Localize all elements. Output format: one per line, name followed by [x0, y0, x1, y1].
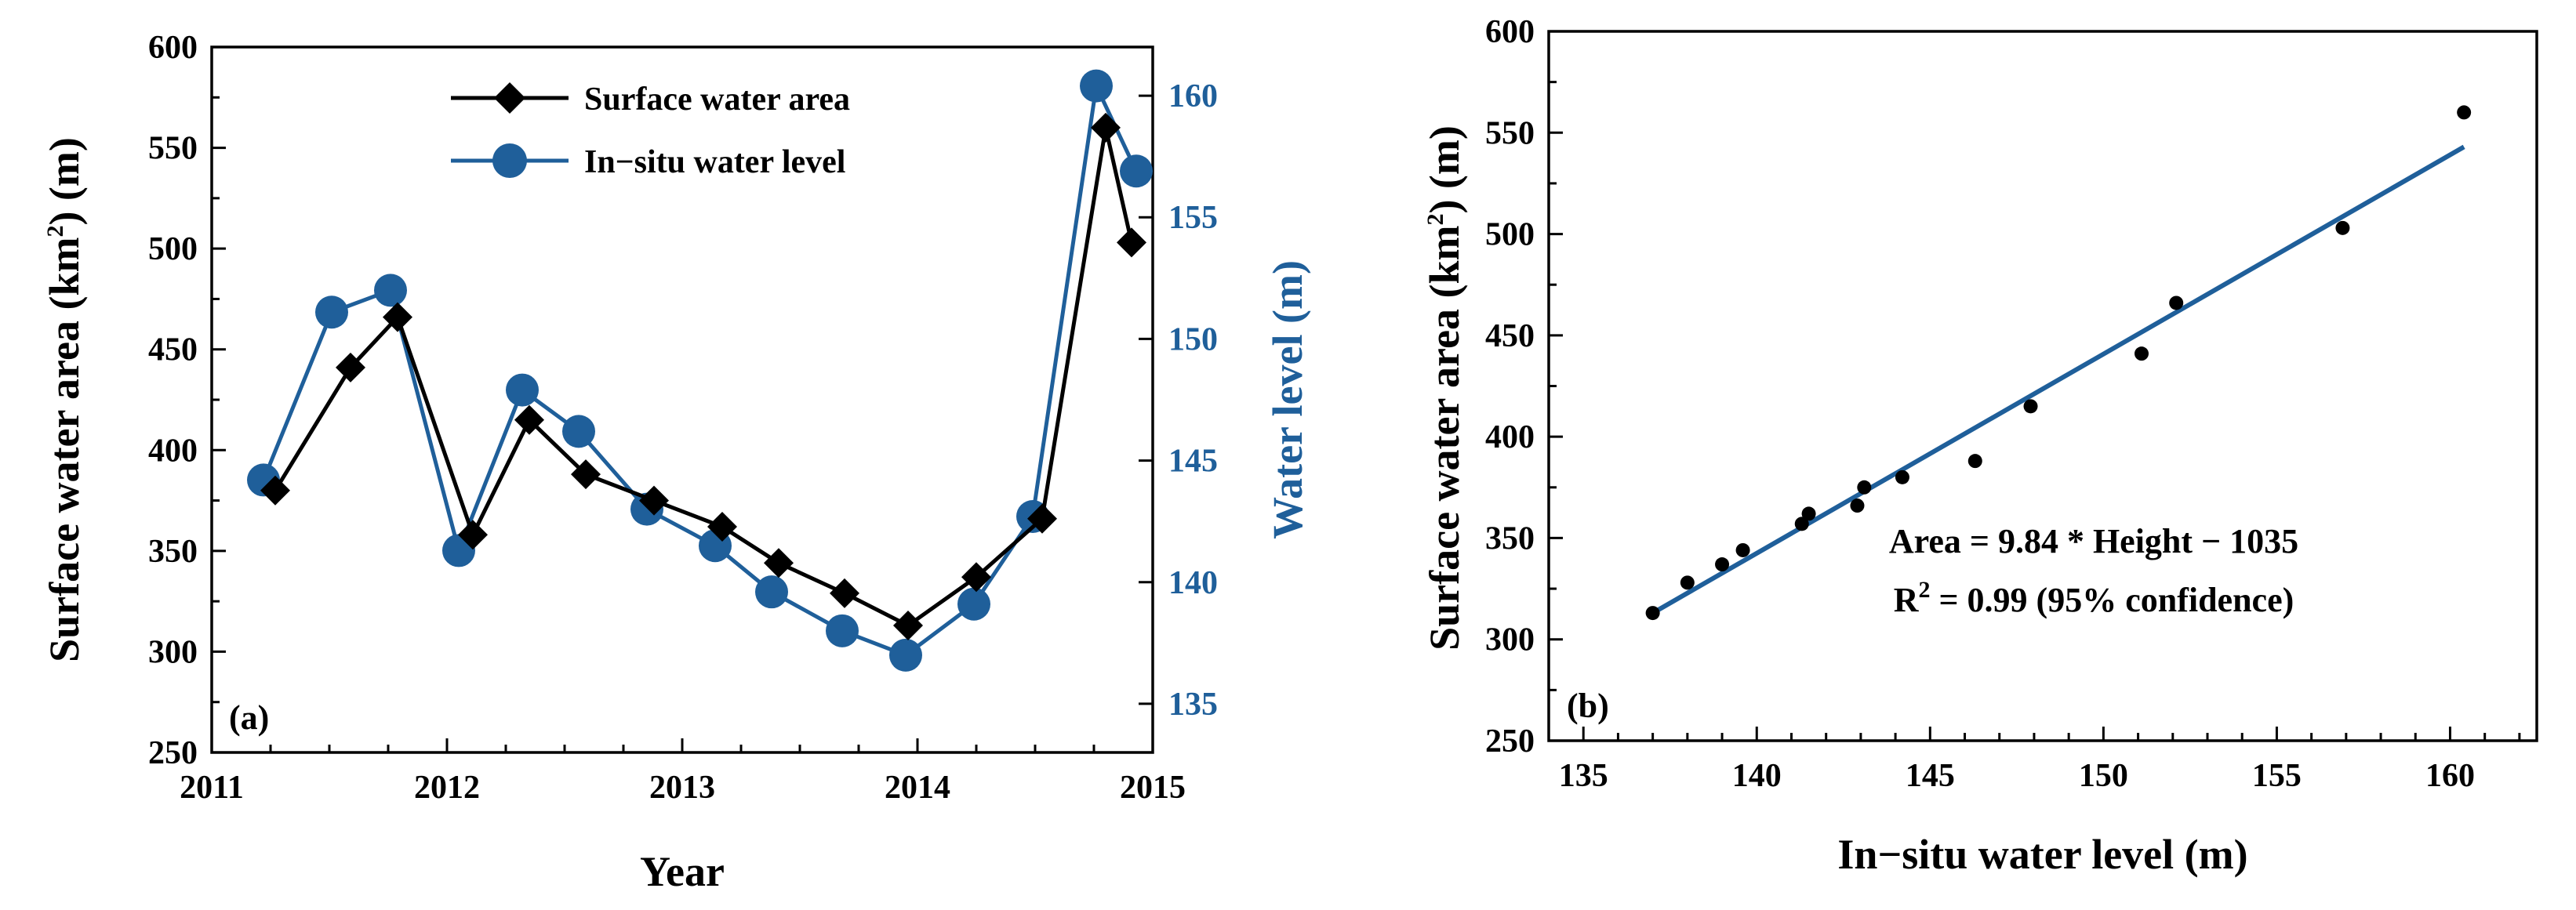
x-tick-label: 155	[2252, 758, 2302, 794]
y-tick-label: 400	[1485, 419, 1535, 455]
water-level-point	[506, 373, 539, 407]
surface-area-point	[893, 611, 923, 640]
water-level-point	[315, 295, 348, 329]
panel-b-points	[1645, 105, 2472, 621]
surface-area-point	[260, 475, 290, 506]
legend-marker-circle	[492, 143, 527, 178]
y-tick-label: 450	[1485, 318, 1535, 354]
panel-a-left-y-ticks: 250 300 350 400 450 500 550 600	[148, 30, 226, 771]
surface-area-point	[383, 302, 412, 332]
legend-label-in-situ-water-level: In−situ water level	[584, 144, 845, 180]
water-level-point	[889, 638, 922, 672]
panel-b-r-squared: R2 = 0.99 (95% confidence)	[1894, 577, 2294, 619]
scatter-point	[2135, 346, 2149, 361]
right-y-tick-label: 145	[1168, 444, 1218, 480]
panel-a-series	[247, 69, 1153, 672]
scatter-point	[1857, 480, 1872, 495]
x-tick-label: 2012	[414, 770, 480, 806]
x-tick-label: 145	[1906, 758, 1955, 794]
panel-a: 2011 2012 2013 2014 2015 250 300 350 400 450 500 5…	[41, 30, 1311, 895]
y-tick-label: 250	[1485, 723, 1535, 760]
water-level-point	[1120, 154, 1153, 188]
x-tick-label: 150	[2079, 758, 2128, 794]
panel-b: 135 140 145 150 155 160 250 300 350 400 450 500 550…	[1421, 14, 2538, 878]
right-y-tick-label: 140	[1168, 565, 1218, 601]
surface-area-point	[1117, 227, 1146, 258]
panel-b-y-ticks: 250 300 350 400 450 500 550 600	[1485, 14, 1563, 760]
x-tick-label: 2011	[180, 770, 244, 806]
y-tick-label: 300	[1485, 622, 1535, 658]
panel-b-label: (b)	[1567, 687, 1609, 725]
x-tick-label: 2014	[885, 770, 950, 806]
scatter-point	[1645, 606, 1660, 621]
panel-b-regression-line	[1651, 144, 2465, 615]
surface-area-point	[1091, 112, 1121, 143]
y-tick-label: 350	[1485, 520, 1535, 557]
surface-area-point	[571, 459, 601, 490]
surface-area-point	[514, 404, 544, 435]
scatter-point	[1794, 517, 1809, 531]
right-y-tick-label: 155	[1168, 200, 1218, 236]
legend-marker-diamond	[494, 82, 525, 114]
left-y-tick-label: 450	[148, 332, 198, 368]
panel-b-frame	[1547, 30, 2538, 742]
right-y-tick-label: 135	[1168, 687, 1218, 723]
left-y-tick-label: 550	[148, 131, 198, 167]
scatter-point	[2335, 220, 2350, 235]
panel-a-legend: Surface water area In−situ water level	[451, 82, 850, 180]
right-y-tick-label: 150	[1168, 321, 1218, 357]
y-tick-label: 600	[1485, 14, 1535, 50]
surface-area-point	[830, 578, 859, 608]
scatter-point	[2023, 399, 2038, 414]
surface-area-point	[1027, 503, 1057, 534]
scatter-point	[1715, 557, 1730, 572]
scatter-point	[2169, 295, 2184, 310]
surface-area-point	[961, 562, 991, 593]
panel-b-equation: Area = 9.84 * Height − 1035	[1889, 522, 2298, 560]
surface-area-point	[336, 352, 365, 382]
x-tick-label: 2015	[1120, 770, 1186, 806]
x-tick-label: 2013	[649, 770, 715, 806]
x-tick-label: 140	[1732, 758, 1782, 794]
water-level-point	[562, 415, 595, 448]
scatter-point	[1967, 454, 1982, 469]
panel-a-right-y-ticks: 135 140 145 150 155 160	[1139, 78, 1218, 723]
panel-a-left-y-axis-label: Surface water area (km2) (m)	[41, 137, 88, 662]
scatter-point	[1801, 506, 1816, 521]
panel-b-x-ticks: 135 140 145 150 155 160	[1559, 727, 2521, 794]
surface-area-point	[458, 520, 488, 550]
scatter-point	[2457, 105, 2472, 120]
left-y-tick-label: 250	[148, 735, 198, 771]
water-level-point	[374, 274, 407, 307]
scatter-point	[1735, 542, 1750, 557]
x-tick-label: 160	[2425, 758, 2475, 794]
surface-area-point	[707, 512, 737, 542]
panel-a-label: (a)	[229, 698, 269, 737]
left-y-tick-label: 350	[148, 534, 198, 570]
surface-area-point	[764, 548, 794, 578]
left-y-tick-label: 300	[148, 634, 198, 670]
surface-area-point	[639, 485, 669, 516]
panel-b-y-axis-label: Surface water area (km2) (m)	[1421, 125, 1468, 651]
water-level-point	[1080, 69, 1113, 103]
scatter-point	[1895, 470, 1909, 484]
y-tick-label: 500	[1485, 217, 1535, 253]
scatter-point	[1850, 499, 1865, 513]
panel-a-x-ticks: 2011 2012 2013 2014 2015	[180, 738, 1186, 806]
water-level-point	[957, 587, 990, 621]
x-tick-label: 135	[1559, 758, 1608, 794]
water-level-point	[826, 614, 859, 647]
panel-a-right-y-axis-label: Water level (m)	[1264, 260, 1311, 539]
left-y-tick-label: 500	[148, 231, 198, 267]
right-y-tick-label: 160	[1168, 78, 1218, 114]
panel-a-x-axis-label: Year	[640, 848, 725, 895]
legend-label-surface-water-area: Surface water area	[584, 82, 850, 118]
y-tick-label: 550	[1485, 115, 1535, 151]
left-y-tick-label: 600	[148, 30, 198, 66]
left-y-tick-label: 400	[148, 433, 198, 469]
water-level-point	[755, 575, 788, 609]
scatter-point	[1680, 575, 1695, 590]
panel-b-x-axis-label: In−situ water level (m)	[1837, 831, 2247, 878]
